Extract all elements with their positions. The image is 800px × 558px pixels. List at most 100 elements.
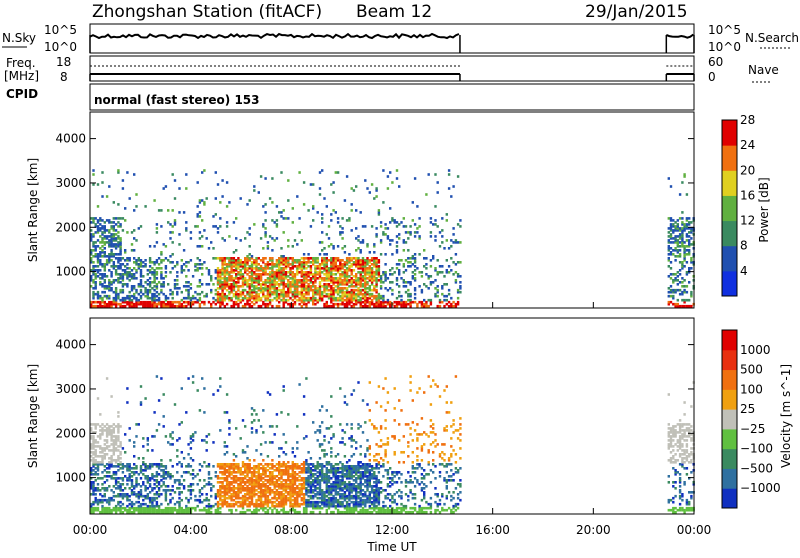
power-cell	[677, 279, 679, 282]
velocity-cell	[99, 461, 101, 464]
power-cell	[92, 305, 94, 308]
velocity-cell	[110, 443, 112, 446]
velocity-cell	[215, 471, 217, 474]
power-cell	[251, 261, 253, 264]
power-cell	[681, 261, 683, 264]
power-cell	[217, 291, 219, 294]
power-cell	[99, 277, 101, 280]
power-cell	[133, 293, 135, 296]
power-cell	[119, 223, 121, 226]
power-cell	[230, 297, 232, 300]
velocity-cell	[122, 463, 124, 466]
power-cell	[212, 225, 214, 228]
power-cell	[287, 217, 289, 220]
velocity-cell	[208, 477, 210, 480]
velocity-cell	[106, 463, 108, 466]
power-cell	[681, 211, 683, 214]
velocity-cell	[319, 511, 321, 514]
power-cell	[434, 219, 436, 222]
velocity-cell	[253, 465, 255, 468]
power-cell	[122, 269, 124, 272]
velocity-cell	[178, 491, 180, 494]
velocity-cell	[172, 437, 174, 440]
power-cell	[92, 217, 94, 220]
power-cell	[106, 259, 108, 262]
velocity-cell	[305, 487, 307, 490]
velocity-cell	[124, 475, 126, 478]
power-cell	[319, 241, 321, 244]
velocity-cell	[276, 503, 278, 506]
velocity-cell	[326, 467, 328, 470]
velocity-cell	[119, 451, 121, 454]
power-cell	[122, 289, 124, 292]
power-cell	[391, 273, 393, 276]
velocity-cell	[138, 501, 140, 504]
power-cell	[441, 271, 443, 274]
velocity-cell	[95, 487, 97, 490]
power-cell	[183, 297, 185, 300]
velocity-cell	[131, 511, 133, 514]
velocity-cell	[190, 489, 192, 492]
power-cell	[430, 275, 432, 278]
power-cell	[455, 253, 457, 256]
velocity-cell	[140, 489, 142, 492]
power-cell	[337, 297, 339, 300]
velocity-cell	[187, 485, 189, 488]
velocity-cell	[95, 471, 97, 474]
power-cell	[104, 263, 106, 266]
velocity-cell	[233, 485, 235, 488]
velocity-cell	[317, 461, 319, 464]
power-cell	[400, 221, 402, 224]
power-cell	[199, 259, 201, 262]
velocity-cell	[113, 499, 115, 502]
power-cell	[215, 197, 217, 200]
power-cell	[271, 237, 273, 240]
power-cell	[690, 305, 692, 308]
velocity-cell	[133, 463, 135, 466]
power-cell	[679, 273, 681, 276]
velocity-cell	[101, 471, 103, 474]
velocity-cell	[251, 421, 253, 424]
velocity-cell	[314, 485, 316, 488]
velocity-cell	[310, 457, 312, 460]
power-cell	[452, 233, 454, 236]
power-cell	[674, 225, 676, 228]
power-cell	[113, 201, 115, 204]
power-cell	[353, 289, 355, 292]
power-cell	[117, 265, 119, 268]
power-cell	[122, 305, 124, 308]
power-cell	[301, 261, 303, 264]
power-cell	[242, 297, 244, 300]
power-cell	[140, 259, 142, 262]
velocity-cell	[104, 443, 106, 446]
power-cell	[258, 293, 260, 296]
power-cell	[129, 291, 131, 294]
power-cell	[362, 257, 364, 260]
velocity-cell	[144, 475, 146, 478]
power-cell	[686, 233, 688, 236]
velocity-cell	[253, 409, 255, 412]
power-cell	[228, 283, 230, 286]
velocity-cell	[244, 425, 246, 428]
velocity-cell	[258, 491, 260, 494]
velocity-cell	[319, 479, 321, 482]
velocity-cell	[203, 485, 205, 488]
velocity-cell	[192, 483, 194, 486]
power-cell	[448, 293, 450, 296]
power-cell	[407, 249, 409, 252]
power-cell	[197, 293, 199, 296]
velocity-cell	[135, 423, 137, 426]
power-cell	[344, 303, 346, 306]
velocity-cell	[276, 463, 278, 466]
velocity-cell	[294, 509, 296, 512]
power-cell	[110, 249, 112, 252]
power-cell	[330, 257, 332, 260]
velocity-cell	[276, 413, 278, 416]
power-cell	[328, 259, 330, 262]
velocity-cell	[140, 477, 142, 480]
velocity-cell	[117, 445, 119, 448]
power-cell	[203, 229, 205, 232]
velocity-cell	[95, 493, 97, 496]
power-cell	[414, 301, 416, 304]
power-cell	[244, 277, 246, 280]
